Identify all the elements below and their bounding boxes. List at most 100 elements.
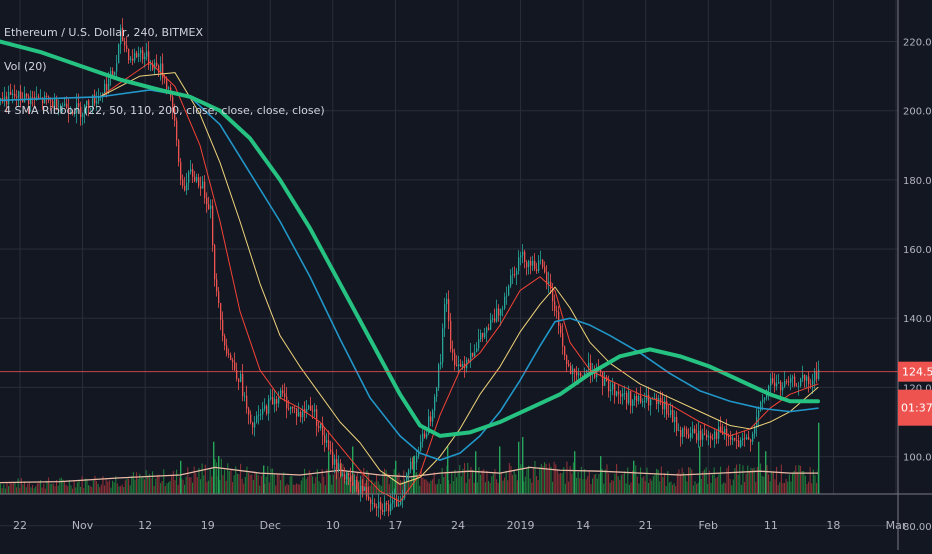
candle-body <box>306 409 308 413</box>
volume-bar <box>102 476 104 494</box>
volume-bar <box>464 463 466 494</box>
volume-bar <box>110 487 112 494</box>
candle-body <box>54 97 56 107</box>
volume-bar <box>491 476 493 494</box>
legend-sma-ribbon[interactable]: 4 SMA Ribbon (22, 50, 110, 200, close, c… <box>4 104 325 117</box>
candle-body <box>72 111 74 115</box>
candle-body <box>114 71 116 76</box>
candle-body <box>774 382 776 387</box>
candle-body <box>638 395 640 402</box>
volume-bar <box>662 476 664 494</box>
volume-bar <box>356 471 358 494</box>
candle-body <box>542 259 544 267</box>
volume-bar <box>278 473 280 494</box>
candle-body <box>254 422 256 428</box>
candle-body <box>414 462 416 464</box>
y-tick-label: 80.00 <box>903 522 932 533</box>
candle-body <box>786 381 788 382</box>
candle-body <box>330 449 332 452</box>
candle-body <box>192 169 194 177</box>
candle-body <box>792 376 794 379</box>
candle-body <box>32 96 34 98</box>
candle-body <box>548 281 550 284</box>
volume-bar <box>70 485 72 494</box>
candle-body <box>194 176 196 182</box>
candle-body <box>316 409 318 426</box>
volume-bar <box>220 458 222 494</box>
candle-body <box>90 108 92 109</box>
volume-bar <box>432 479 434 494</box>
candle-body <box>720 426 722 432</box>
volume-bar <box>532 468 534 494</box>
volume-bar <box>809 467 811 494</box>
candle-body <box>12 93 14 95</box>
candle-body <box>536 269 538 271</box>
candle-body <box>748 436 750 440</box>
candle-body <box>524 251 526 263</box>
volume-bar <box>118 486 120 494</box>
candle-body <box>688 434 690 438</box>
candle-body <box>810 384 812 385</box>
volume-bar <box>393 469 395 494</box>
volume-bar <box>798 465 800 494</box>
volume-bar <box>214 459 216 494</box>
sma-line-4 <box>0 39 820 438</box>
volume-bar <box>620 474 622 494</box>
volume-bar <box>761 475 763 494</box>
volume-bar <box>382 473 384 494</box>
volume-bar <box>176 469 178 494</box>
volume-bar <box>643 476 645 494</box>
volume-bar <box>780 464 782 494</box>
candle-body <box>172 96 174 110</box>
volume-bar <box>420 468 422 494</box>
candle-body <box>378 501 380 509</box>
volume-spike <box>413 456 415 494</box>
volume-bar <box>6 482 8 494</box>
volume-bar <box>318 481 320 494</box>
volume-bar <box>164 486 166 494</box>
volume-bar <box>235 466 237 494</box>
volume-bar <box>115 476 117 494</box>
volume-bar <box>292 484 294 494</box>
volume-bar <box>619 479 621 494</box>
candle-body <box>616 391 618 396</box>
candle-body <box>632 400 634 406</box>
volume-spike <box>765 451 767 494</box>
legend-volume[interactable]: Vol (20) <box>4 60 47 73</box>
candle-body <box>670 409 672 415</box>
volume-bar <box>236 473 238 494</box>
candle-body <box>354 479 356 485</box>
candle-body <box>480 332 482 340</box>
candle-body <box>260 414 262 416</box>
volume-bar <box>0 483 2 494</box>
volume-bar <box>814 475 816 494</box>
y-tick-label: 140.00 <box>903 314 932 325</box>
candle-body <box>508 285 510 296</box>
candle-body <box>284 393 286 397</box>
candle-body <box>358 489 360 494</box>
candle-body <box>78 103 80 107</box>
candle-body <box>64 103 66 106</box>
volume-bar <box>73 480 75 494</box>
volume-bar <box>496 479 498 494</box>
candle-body <box>676 416 678 431</box>
candle-body <box>704 433 706 435</box>
candle-body <box>814 371 816 381</box>
candle-body <box>476 348 478 353</box>
volume-bar <box>88 485 90 494</box>
volume-bar <box>280 480 282 494</box>
candle-body <box>576 372 578 376</box>
volume-bar <box>59 478 61 494</box>
volume-bar <box>782 483 784 494</box>
volume-bar <box>65 484 67 494</box>
volume-bar <box>649 478 651 494</box>
legend-symbol[interactable]: Ethereum / U.S. Dollar, 240, BITMEX <box>4 26 204 39</box>
candle-body <box>242 373 244 397</box>
volume-bar <box>3 484 5 494</box>
candle-body <box>610 389 612 392</box>
volume-bar <box>500 473 502 494</box>
candle-body <box>66 103 68 108</box>
candle-body <box>36 96 38 99</box>
